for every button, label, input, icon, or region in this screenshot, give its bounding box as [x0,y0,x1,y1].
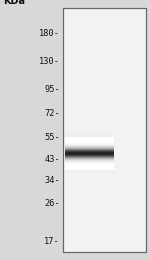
Bar [63,8,146,252]
Bar [64,149,114,150]
Text: 26-: 26- [44,199,60,208]
Bar [64,157,114,158]
Bar [64,160,114,161]
Bar [64,154,114,155]
Bar [64,166,114,167]
Bar [64,162,114,163]
Bar [64,164,114,165]
Bar [64,144,114,145]
Bar [64,138,114,139]
Bar [64,165,114,166]
Bar [64,158,114,159]
Bar [64,159,114,160]
Bar [64,167,114,168]
Text: 34-: 34- [44,176,60,185]
Bar [64,156,114,157]
Bar [64,155,114,156]
Bar [64,151,114,152]
Bar [64,140,114,141]
Bar [64,146,114,147]
Bar [64,146,114,161]
Bar [64,145,114,146]
Text: 55-: 55- [44,133,60,142]
Text: 72-: 72- [44,109,60,118]
Bar [64,161,114,162]
Text: 180-: 180- [39,29,60,38]
Text: KDa: KDa [3,0,25,6]
Bar [64,143,114,144]
Bar [64,141,114,142]
Bar [64,134,114,173]
Bar [64,139,114,140]
Text: 130-: 130- [39,57,60,66]
Bar [64,140,114,166]
Text: 43-: 43- [44,155,60,164]
Bar [64,163,114,164]
Bar [63,8,146,252]
Bar [64,147,114,148]
Bar [64,169,114,170]
Bar [64,148,114,149]
Bar [64,152,114,153]
Text: 17-: 17- [44,237,60,246]
Bar [64,142,114,143]
Text: 95-: 95- [44,85,60,94]
Bar [64,168,114,169]
Bar [64,137,114,138]
Bar [64,150,114,151]
Bar [64,153,114,154]
